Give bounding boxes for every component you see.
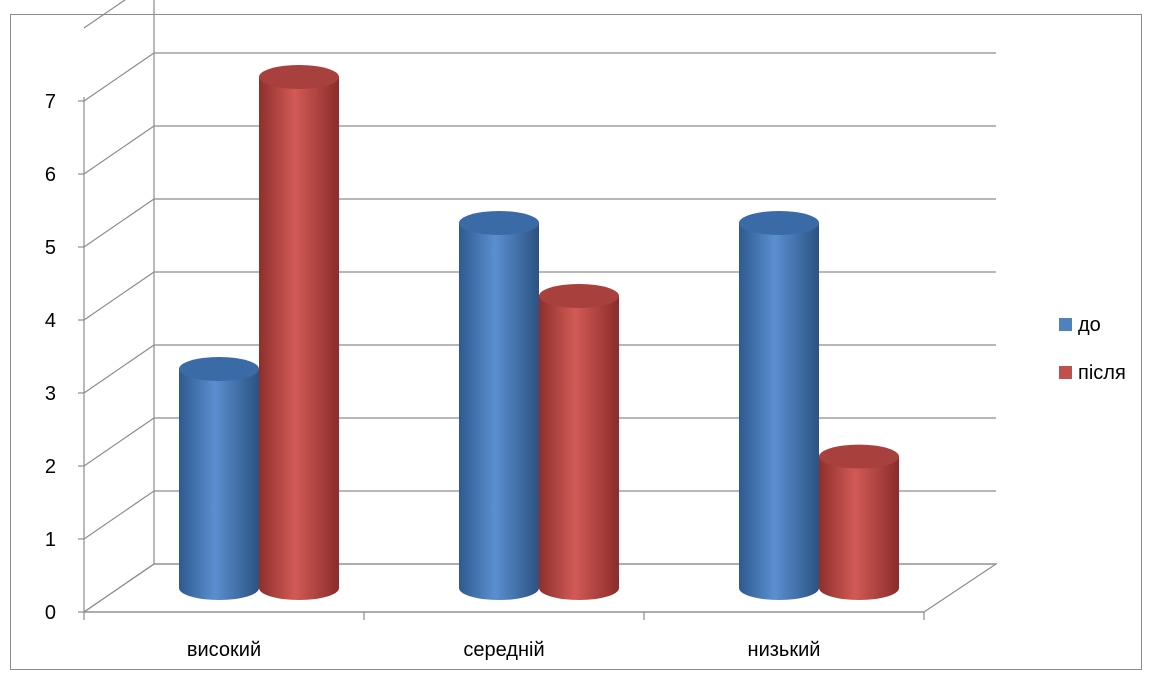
bar-cylinder [459, 211, 539, 600]
bar-top [539, 284, 619, 308]
bar-cylinder [739, 211, 819, 600]
y-tick-label: 1 [45, 529, 56, 551]
bar-top [259, 65, 339, 89]
y-tick-label: 7 [45, 91, 56, 113]
y-tick-label: 4 [45, 310, 56, 332]
bar-top [819, 444, 899, 469]
bar-body [819, 456, 899, 600]
bar-body [459, 223, 539, 600]
legend-label: до [1078, 314, 1101, 336]
y-tick-label: 0 [45, 602, 56, 624]
y-tick-label: 6 [45, 164, 56, 186]
bar-top [179, 357, 259, 381]
x-tick-label: високий [187, 639, 261, 661]
y-tick-label: 5 [45, 237, 56, 259]
y-tick-label: 2 [45, 456, 56, 478]
x-tick-label: середній [463, 639, 544, 661]
gridline [83, 0, 126, 29]
y-tick-label: 3 [45, 383, 56, 405]
legend-label: після [1078, 362, 1126, 384]
bar-body [739, 223, 819, 600]
bar-body [259, 77, 339, 600]
bar-cylinder [179, 357, 259, 600]
bar-cylinder [819, 444, 899, 600]
bar-cylinder [259, 65, 339, 600]
legend: до після [1059, 314, 1126, 384]
bar-body [539, 296, 619, 600]
bar-top [459, 211, 539, 235]
x-tick-label: низький [748, 639, 821, 661]
legend-swatch [1059, 318, 1072, 331]
bar-cylinder [539, 284, 619, 600]
bar-body [179, 369, 259, 600]
bar-top [739, 211, 819, 235]
legend-swatch [1059, 366, 1072, 379]
